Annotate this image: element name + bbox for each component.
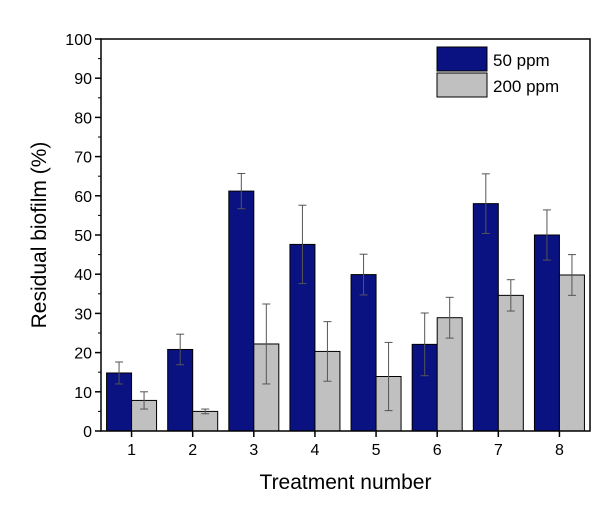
bar-series2-cat2 xyxy=(192,410,219,432)
bar-series2-cat8 xyxy=(558,274,585,432)
error-bar-series2-cat3 xyxy=(262,303,271,385)
error-bars-layer xyxy=(115,172,576,415)
x-axis-title: Treatment number xyxy=(260,471,432,494)
legend-item-series2: 200 ppm xyxy=(436,72,559,98)
error-bar-series2-cat8 xyxy=(567,254,576,296)
bar-series2-cat7 xyxy=(497,294,524,432)
error-bar-series2-cat5 xyxy=(384,341,393,412)
y-axis-ticks: 0 10 20 30 40 50 60 70 80 90 100 xyxy=(65,32,101,441)
error-bar-series1-cat7 xyxy=(481,173,490,234)
x-tick-label-4: 4 xyxy=(310,442,319,459)
legend-label: 50 ppm xyxy=(493,51,550,70)
y-tick-label-80: 80 xyxy=(74,110,92,127)
bar-series1-cat8 xyxy=(533,234,560,432)
error-bar-series1-cat4 xyxy=(298,204,307,285)
bar-series1-cat3 xyxy=(228,190,255,432)
y-tick-label-70: 70 xyxy=(74,150,92,167)
error-bar-series1-cat8 xyxy=(542,209,551,261)
x-tick-label-8: 8 xyxy=(555,442,564,459)
y-tick-label-30: 30 xyxy=(74,306,92,323)
bar-series1-cat4 xyxy=(289,243,316,432)
y-tick-label-0: 0 xyxy=(83,424,92,441)
x-tick-label-5: 5 xyxy=(372,442,381,459)
bar-series1-cat5 xyxy=(350,274,377,432)
y-tick-label-50: 50 xyxy=(74,228,92,245)
error-bar-series2-cat7 xyxy=(506,279,515,312)
x-tick-label-3: 3 xyxy=(249,442,258,459)
error-bar-series2-cat2 xyxy=(201,408,210,415)
error-bar-series2-cat4 xyxy=(323,321,332,382)
error-bar-series1-cat5 xyxy=(359,253,368,296)
x-axis-ticks: 1 2 3 4 5 6 7 8 xyxy=(127,431,564,459)
x-tick-label-6: 6 xyxy=(433,442,442,459)
y-tick-label-10: 10 xyxy=(74,385,92,402)
legend-item-series1: 50 ppm xyxy=(436,46,550,72)
y-tick-label-20: 20 xyxy=(74,346,92,363)
legend-swatch xyxy=(436,72,488,98)
y-tick-label-100: 100 xyxy=(65,32,92,49)
y-tick-label-60: 60 xyxy=(74,189,92,206)
legend-label: 200 ppm xyxy=(493,77,559,96)
legend-swatch xyxy=(436,46,488,72)
error-bar-series1-cat2 xyxy=(176,333,185,366)
x-tick-label-1: 1 xyxy=(127,442,136,459)
error-bar-series1-cat3 xyxy=(237,172,246,210)
legend: 50 ppm 200 ppm xyxy=(436,46,559,98)
error-bar-series1-cat1 xyxy=(115,361,124,385)
y-axis-title: Residual biofilm (%) xyxy=(28,142,51,329)
error-bar-series1-cat6 xyxy=(420,312,429,377)
x-tick-label-7: 7 xyxy=(494,442,503,459)
error-bar-series2-cat6 xyxy=(445,296,454,339)
error-bar-series2-cat1 xyxy=(140,391,149,410)
x-tick-label-2: 2 xyxy=(188,442,197,459)
y-tick-label-40: 40 xyxy=(74,267,92,284)
bar-series1-cat7 xyxy=(472,203,499,432)
y-tick-label-90: 90 xyxy=(74,71,92,88)
